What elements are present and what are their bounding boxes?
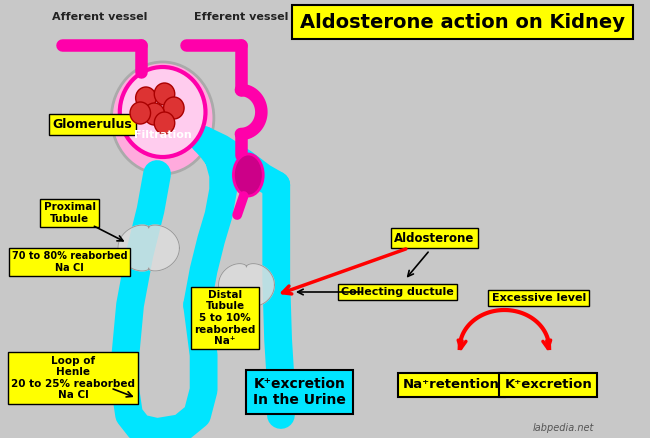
Text: Na⁺retention: Na⁺retention — [403, 378, 500, 392]
Text: Proximal
Tubule: Proximal Tubule — [44, 202, 96, 224]
Text: K⁺excretion
In the Urine: K⁺excretion In the Urine — [253, 377, 346, 407]
Text: Aldosterone: Aldosterone — [395, 232, 474, 244]
Text: Aldosterone action on Kidney: Aldosterone action on Kidney — [300, 13, 625, 32]
Polygon shape — [118, 225, 179, 271]
Ellipse shape — [120, 67, 205, 157]
Text: Collecting ductule: Collecting ductule — [341, 287, 454, 297]
Circle shape — [154, 112, 175, 134]
Text: Filtration: Filtration — [134, 130, 192, 140]
Text: labpedia.net: labpedia.net — [532, 423, 593, 433]
Circle shape — [130, 102, 151, 124]
Polygon shape — [218, 264, 274, 307]
Text: Excessive level: Excessive level — [492, 293, 586, 303]
Circle shape — [144, 103, 164, 125]
Text: Glomerulus: Glomerulus — [53, 118, 133, 131]
Text: Distal
Tubule
5 to 10%
reaborbed
Na⁺: Distal Tubule 5 to 10% reaborbed Na⁺ — [194, 290, 255, 346]
Text: Afferent vessel: Afferent vessel — [51, 12, 147, 22]
Circle shape — [136, 87, 156, 109]
Text: 70 to 80% reaborbed
Na Cl: 70 to 80% reaborbed Na Cl — [12, 251, 127, 273]
Circle shape — [164, 97, 184, 119]
Text: Loop of
Henle
20 to 25% reaborbed
Na Cl: Loop of Henle 20 to 25% reaborbed Na Cl — [11, 356, 135, 400]
Text: Efferent vessel: Efferent vessel — [194, 12, 288, 22]
Ellipse shape — [111, 62, 214, 174]
Text: K⁺excretion: K⁺excretion — [504, 378, 592, 392]
Ellipse shape — [233, 154, 263, 196]
Circle shape — [154, 83, 175, 105]
